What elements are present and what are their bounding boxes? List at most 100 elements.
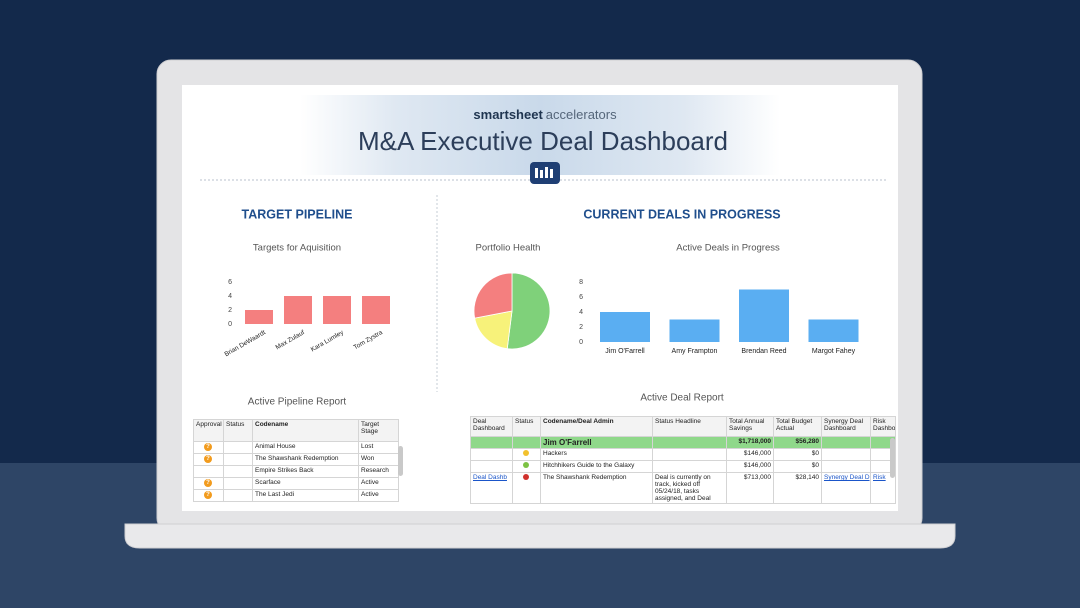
column-header: Status — [512, 416, 541, 437]
table-row: ? Animal House Lost — [193, 441, 399, 454]
cell: $0 — [773, 448, 822, 461]
cell — [223, 465, 253, 478]
cell: $146,000 — [726, 448, 774, 461]
cell — [512, 448, 541, 461]
pie-slice — [506, 272, 551, 350]
approval-flag: ? — [204, 479, 212, 487]
column-header: Total Annual Savings — [726, 416, 774, 437]
x-tick-label: Margot Fahey — [812, 348, 856, 355]
cell — [652, 436, 727, 449]
column-header: Deal Dashboard — [470, 416, 513, 437]
cell — [223, 477, 253, 490]
cell — [652, 448, 727, 461]
pie-slice — [473, 272, 513, 319]
codename: Scarface — [252, 477, 359, 490]
stage: Active — [358, 477, 399, 490]
cell: Deal is currently on track, kicked off 0… — [652, 472, 727, 504]
deal-table-frame: Deal Dashboard Status Codename/Deal Admin S… — [470, 416, 896, 510]
column-header: Codename/Deal Admin — [540, 416, 653, 437]
cell — [193, 465, 224, 478]
cell: Hitchhikers Guide to the Galaxy — [540, 460, 653, 473]
table-row: Empire Strikes Back Research — [193, 465, 399, 478]
bar — [669, 319, 720, 342]
chart-title: Targets for Aquisition — [253, 243, 341, 254]
column-header: Codename — [252, 419, 359, 442]
status-dot — [523, 462, 529, 468]
cell — [512, 472, 541, 504]
cell: $146,000 — [726, 460, 774, 473]
stage: Won — [358, 453, 399, 466]
cell — [470, 436, 513, 449]
bar — [808, 319, 859, 342]
column-header: Total Budget Actual — [773, 416, 822, 437]
column-header: Synergy Deal Dashboard — [821, 416, 871, 437]
brand-name: smartsheet — [473, 107, 543, 122]
scrollbar[interactable] — [398, 446, 403, 476]
cell — [821, 448, 871, 461]
x-tick-label: Brendan Reed — [741, 348, 786, 355]
table-row: Hackers $146,000 $0 — [470, 448, 896, 461]
table-row: ? The Shawshank Redemption Won — [193, 453, 399, 466]
y-tick-label: 8 — [579, 279, 583, 286]
column-header: Risk Dashboard — [870, 416, 896, 437]
column-header: Status — [223, 419, 253, 442]
section-title: TARGET PIPELINE — [242, 207, 353, 221]
bar — [362, 296, 390, 324]
stage: Active — [358, 489, 399, 502]
cell: The Shawshank Redemption — [540, 472, 653, 504]
codename: The Shawshank Redemption — [252, 453, 359, 466]
column-header: Approval — [193, 419, 224, 442]
cell: $713,000 — [726, 472, 774, 504]
stage: Lost — [358, 441, 399, 454]
y-tick-label: 0 — [579, 339, 583, 346]
y-tick-label: 2 — [579, 324, 583, 331]
cell — [470, 460, 513, 473]
chart-title: Portfolio Health — [476, 243, 541, 254]
pie-slice — [474, 310, 513, 350]
brand: smartsheet accelerators — [473, 107, 617, 122]
cell — [512, 436, 541, 449]
report-title: Active Deal Report — [640, 393, 724, 404]
cell[interactable]: Synergy Deal D — [821, 472, 871, 504]
codename: Empire Strikes Back — [252, 465, 359, 478]
cell — [652, 460, 727, 473]
cell — [470, 448, 513, 461]
bar — [600, 312, 650, 342]
status-dot — [523, 450, 529, 456]
y-tick-label: 2 — [228, 307, 232, 314]
section-title: CURRENT DEALS IN PROGRESS — [583, 207, 780, 221]
cell — [223, 441, 253, 454]
cell: $1,718,000 — [726, 436, 774, 449]
table-row: ? The Last Jedi Active — [193, 489, 399, 502]
logo-bars — [535, 167, 553, 178]
scrollbar[interactable] — [890, 438, 895, 478]
cell[interactable]: Deal Dashb — [470, 472, 513, 504]
table-row: Hitchhikers Guide to the Galaxy $146,000 $… — [470, 460, 896, 473]
approval-flag: ? — [204, 491, 212, 499]
cell: Jim O'Farrell — [540, 436, 653, 449]
stage: Research — [358, 465, 399, 478]
bar — [284, 296, 312, 324]
cell: ? — [193, 441, 224, 454]
table-row: Jim O'Farrell $1,718,000 $56,280 — [470, 436, 896, 449]
table-row: ? Scarface Active — [193, 477, 399, 490]
cell: $0 — [773, 460, 822, 473]
cell — [821, 436, 871, 449]
bar — [739, 289, 789, 342]
cell: Hackers — [540, 448, 653, 461]
y-tick-label: 0 — [228, 321, 232, 328]
status-dot — [523, 474, 529, 480]
cell: $56,280 — [773, 436, 822, 449]
cell — [821, 460, 871, 473]
column-header: Target Stage — [358, 419, 399, 442]
x-tick-label: Jim O'Farrell — [605, 348, 645, 355]
brand-suffix: accelerators — [546, 107, 617, 122]
cell: ? — [193, 477, 224, 490]
dashboard-title: M&A Executive Deal Dashboard — [358, 126, 728, 156]
deal-table: Deal Dashboard Status Codename/Deal Admin S… — [470, 416, 896, 504]
banner — [300, 95, 780, 175]
codename: Animal House — [252, 441, 359, 454]
bar — [245, 310, 273, 324]
